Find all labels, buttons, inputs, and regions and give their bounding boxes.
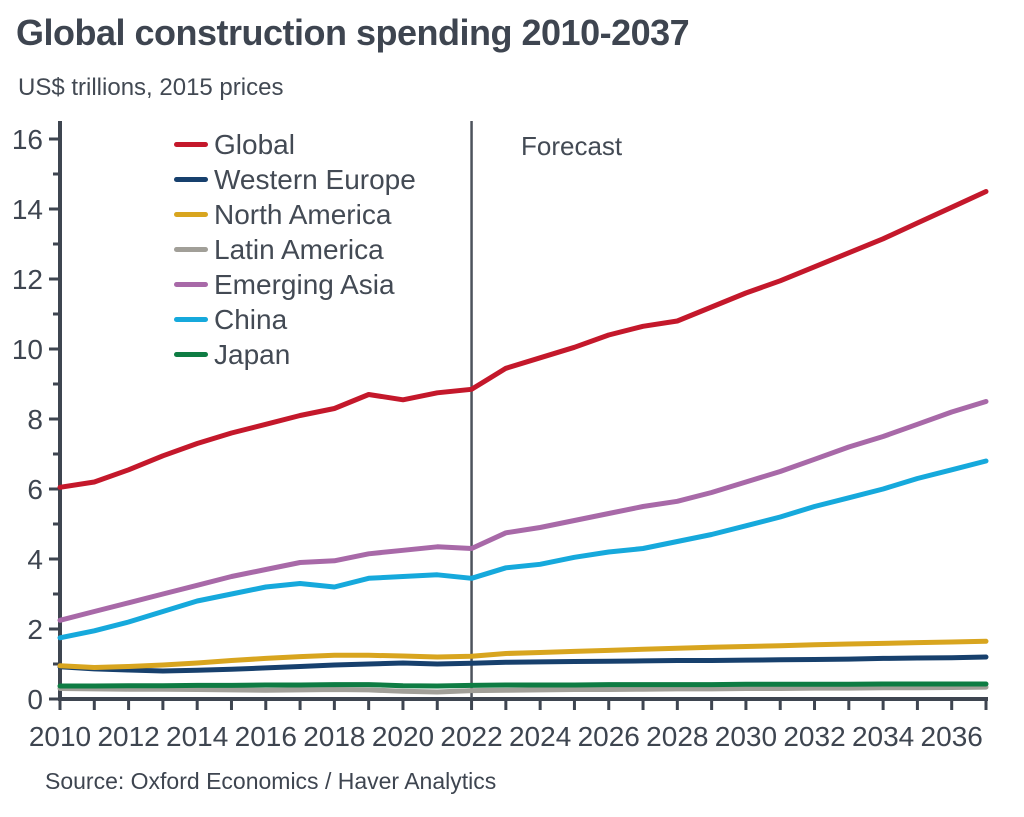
series-line-emerging-asia (57, 399, 989, 623)
series-line-japan (57, 681, 989, 689)
y-axis-tick-label: 0 (27, 684, 43, 715)
legend-label-emerging-asia: Emerging Asia (214, 268, 395, 300)
legend-label-north-america: North America (214, 198, 392, 230)
legend-label-china: China (214, 303, 288, 335)
x-axis-tick-label: 2016 (235, 721, 297, 752)
legend-label-western-europe: Western Europe (214, 163, 416, 195)
y-axis-tick-label: 12 (12, 264, 43, 295)
forecast-label: Forecast (521, 131, 623, 161)
legend-swatch-western-europe (174, 177, 208, 182)
x-axis-tick-label: 2024 (509, 721, 571, 752)
legend-swatch-global (174, 142, 208, 147)
series-line-latin-america (57, 684, 989, 695)
y-axis-tick-label: 16 (12, 124, 43, 155)
series-line-north-america (57, 638, 989, 670)
chart-subtitle: US$ trillions, 2015 prices (18, 74, 284, 101)
x-axis-tick-label: 2020 (372, 721, 434, 752)
legend-label-japan: Japan (214, 338, 291, 370)
x-axis-tick-label: 2030 (715, 721, 777, 752)
legend-swatch-latin-america (174, 247, 208, 252)
x-axis-tick-label: 2026 (578, 721, 640, 752)
x-axis-tick-label: 2014 (166, 721, 228, 752)
legend: Global Western Europe North America Latin A… (174, 127, 416, 372)
series-line-china (57, 458, 989, 641)
legend-swatch-china (174, 317, 208, 322)
legend-label-global: Global (214, 128, 295, 160)
x-axis-tick-label: 2012 (97, 721, 159, 752)
legend-label-latin-america: Latin America (214, 233, 384, 265)
legend-swatch-japan (174, 352, 208, 357)
source-attribution: Source: Oxford Economics / Haver Analyti… (45, 768, 497, 794)
x-axis-tick-label: 2022 (440, 721, 502, 752)
legend-item-north-america: North America (174, 197, 416, 232)
x-axis-tick-label: 2028 (646, 721, 708, 752)
legend-item-japan: Japan (174, 337, 416, 372)
legend-swatch-north-america (174, 212, 208, 217)
legend-item-latin-america: Latin America (174, 232, 416, 267)
legend-swatch-emerging-asia (174, 282, 208, 287)
legend-item-western-europe: Western Europe (174, 162, 416, 197)
legend-item-global: Global (174, 127, 416, 162)
y-axis-tick-label: 8 (27, 404, 43, 435)
x-axis-tick-label: 2018 (303, 721, 365, 752)
x-axis-tick-label: 2034 (852, 721, 914, 752)
x-axis-tick-label: 2036 (921, 721, 983, 752)
legend-item-china: China (174, 302, 416, 337)
y-axis-tick-label: 2 (27, 614, 43, 645)
x-axis-tick-label: 2032 (783, 721, 845, 752)
legend-item-emerging-asia: Emerging Asia (174, 267, 416, 302)
y-axis-tick-label: 6 (27, 474, 43, 505)
y-axis-tick-label: 10 (12, 334, 43, 365)
series-line-global (57, 189, 989, 490)
chart-title: Global construction spending 2010-2037 (16, 12, 690, 53)
y-axis-tick-label: 14 (12, 194, 43, 225)
series-line-western-europe (57, 654, 989, 674)
y-axis-tick-label: 4 (27, 544, 43, 575)
x-axis-tick-label: 2010 (29, 721, 91, 752)
